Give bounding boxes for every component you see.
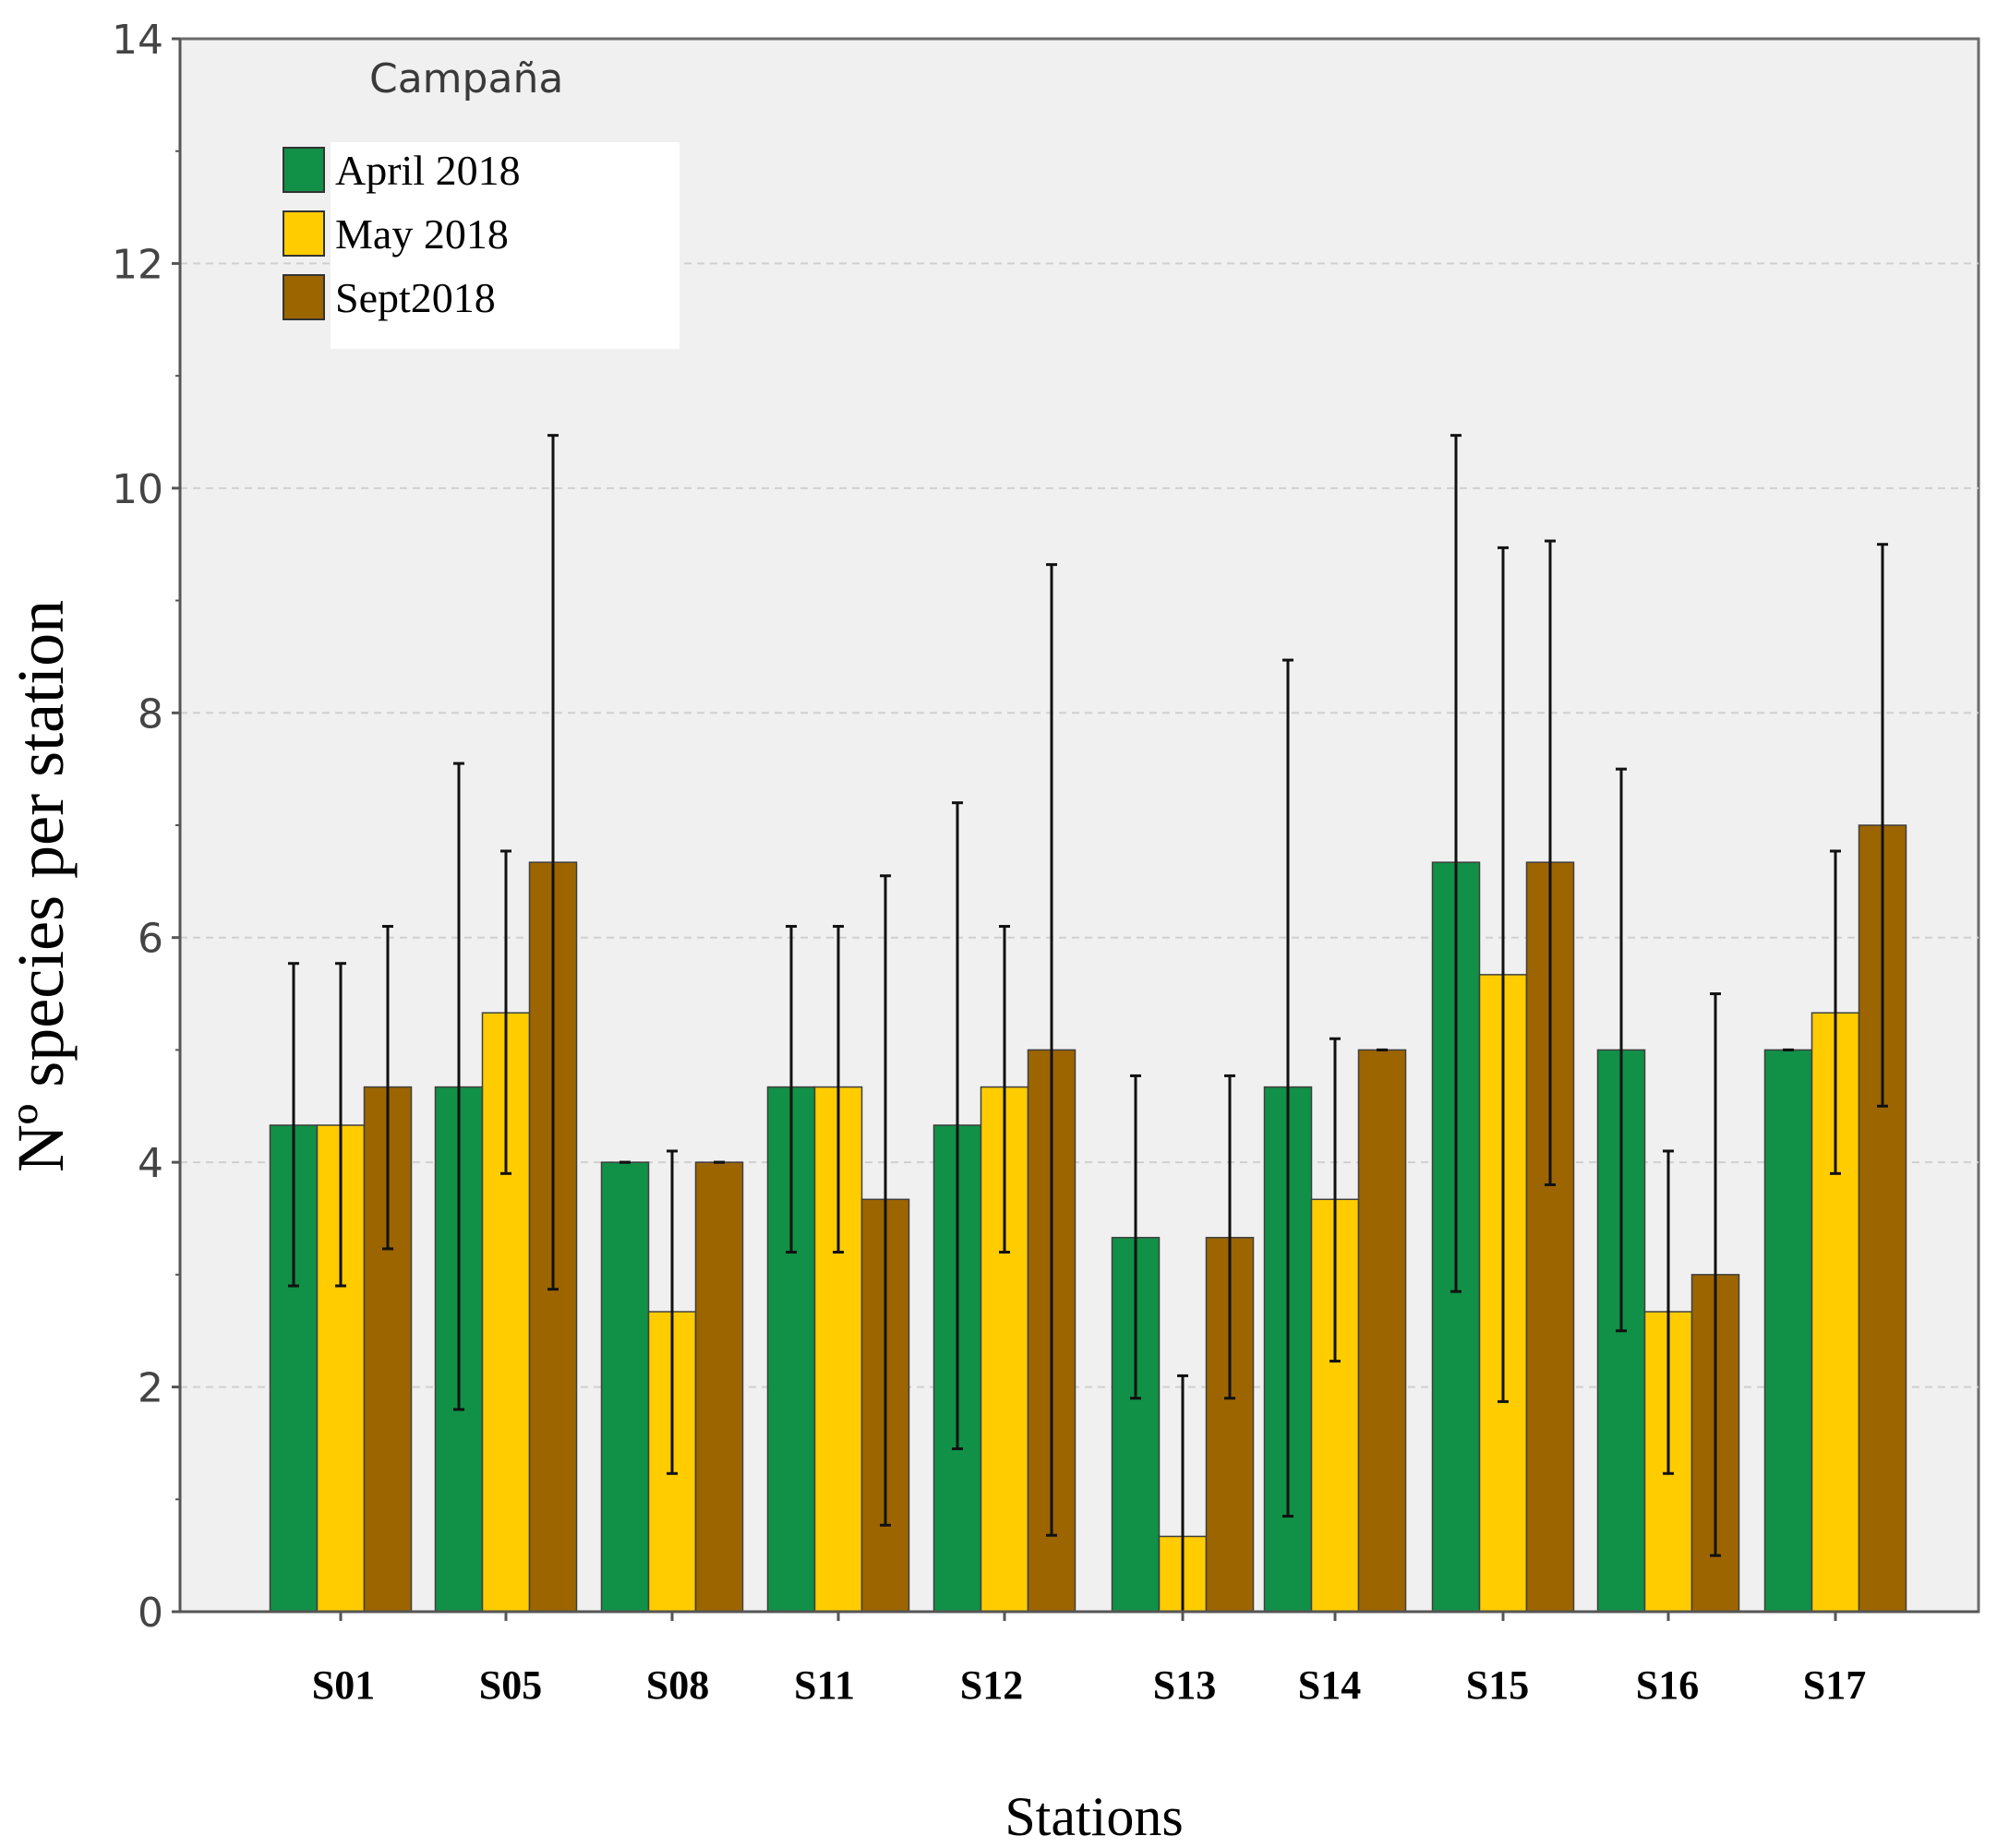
legend-label-1: May 2018 bbox=[335, 210, 509, 258]
legend-swatch-1 bbox=[283, 210, 325, 257]
legend: Campaña April 2018 May 2018 Sept2018 bbox=[283, 55, 680, 349]
y-tick-label: 10 bbox=[112, 466, 163, 513]
x-tick-label: S17 bbox=[1803, 1662, 1866, 1708]
x-tick-label: S11 bbox=[794, 1662, 855, 1708]
x-tick-label: S08 bbox=[646, 1662, 709, 1708]
bars bbox=[269, 434, 1907, 1614]
legend-label-2: Sept2018 bbox=[335, 274, 496, 321]
x-tick-label: S12 bbox=[960, 1662, 1023, 1708]
legend-swatch-2 bbox=[283, 274, 325, 320]
x-tick-label: S01 bbox=[312, 1662, 375, 1708]
x-tick-label: S15 bbox=[1466, 1662, 1529, 1708]
y-tick-label: 6 bbox=[138, 916, 163, 963]
bar-s17-series-0 bbox=[1763, 1049, 1813, 1613]
y-tick-label: 2 bbox=[138, 1365, 163, 1412]
x-tick-label: S14 bbox=[1298, 1662, 1361, 1708]
y-tick-label: 12 bbox=[112, 241, 163, 288]
y-tick-label: 4 bbox=[138, 1140, 163, 1187]
legend-label-0: April 2018 bbox=[335, 147, 521, 194]
legend-title: Campaña bbox=[369, 55, 563, 102]
y-tick-label: 14 bbox=[112, 17, 163, 64]
x-tick-label: S16 bbox=[1636, 1662, 1699, 1708]
bar-s14-series-2 bbox=[1357, 1049, 1407, 1613]
legend-box bbox=[331, 142, 680, 349]
y-tick-label: 8 bbox=[138, 690, 163, 738]
x-tick-label: S13 bbox=[1153, 1662, 1216, 1708]
axes: 0 2 4 6 8 10 12 14 S01 S05 S08 S11 S12 S13 S14 S15 S16 S1… bbox=[112, 17, 1979, 1708]
legend-swatch-0 bbox=[283, 147, 325, 193]
y-axis-label: Nº species per station bbox=[4, 600, 78, 1172]
bar-s08-series-0 bbox=[600, 1161, 650, 1613]
bar-s08-series-2 bbox=[694, 1161, 744, 1613]
y-tick-label: 0 bbox=[138, 1590, 163, 1637]
x-axis-label: Stations bbox=[1005, 1786, 1183, 1847]
x-tick-label: S05 bbox=[479, 1662, 542, 1708]
